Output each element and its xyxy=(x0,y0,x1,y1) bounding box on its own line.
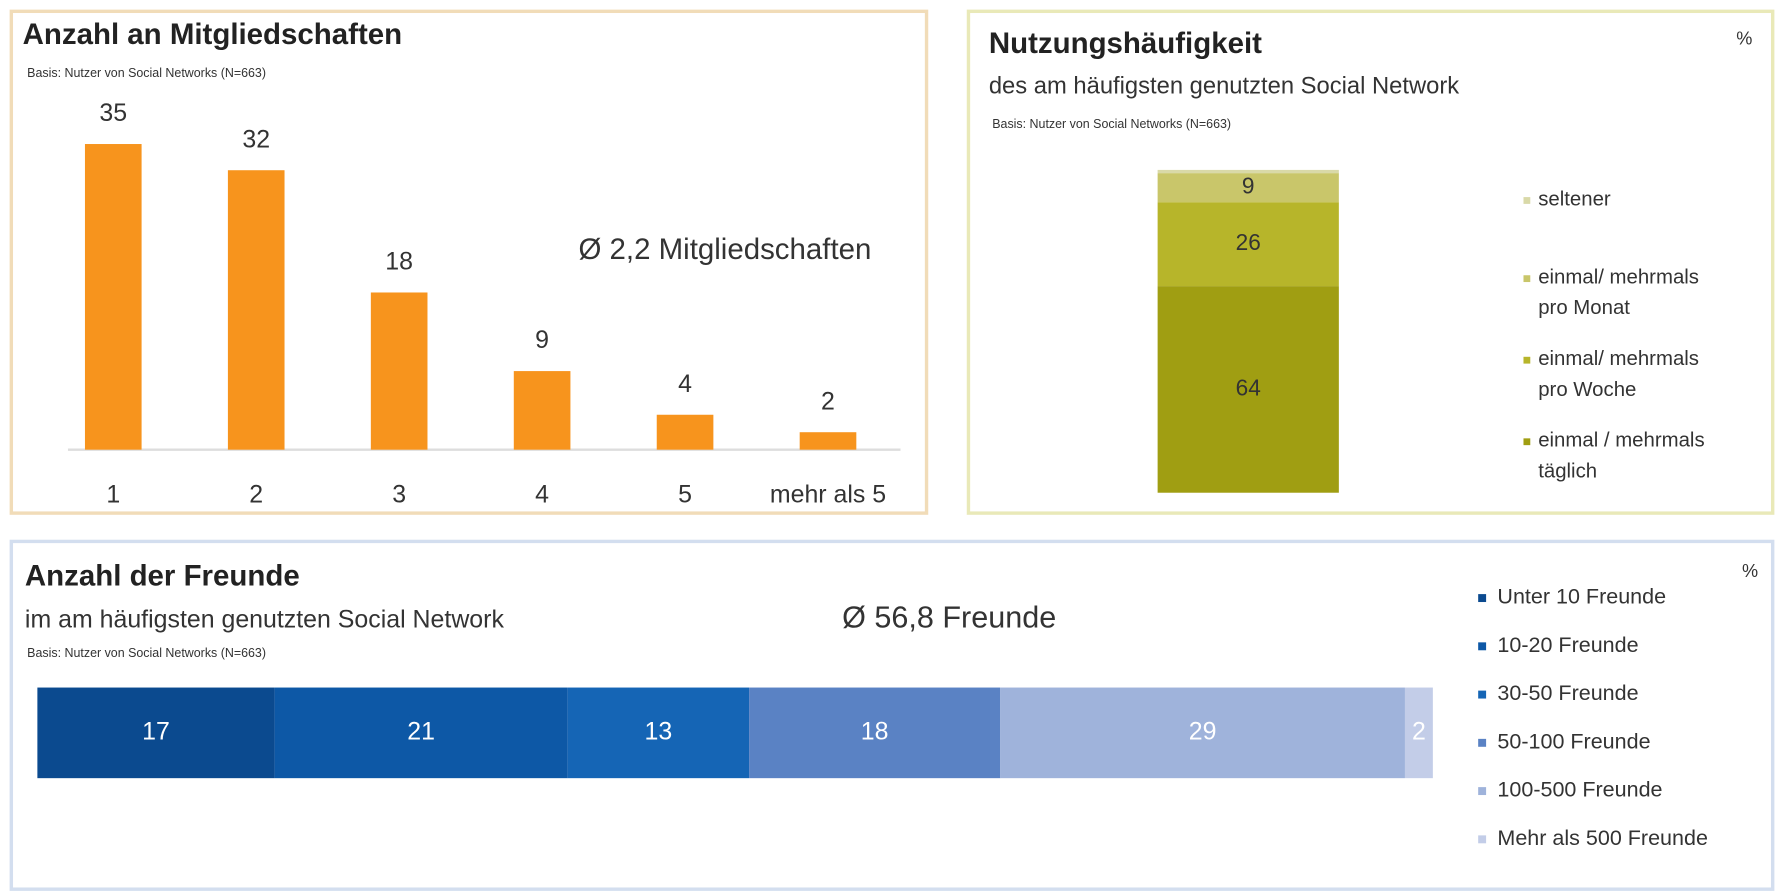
value-label: 35 xyxy=(99,99,127,127)
bar-segment xyxy=(274,687,568,779)
value-label: 17 xyxy=(142,717,170,745)
value-label: 21 xyxy=(407,717,435,745)
annotation: Ø 56,8 Freunde xyxy=(842,601,1056,635)
chart-subtitle: im am häufigsten genutzten Social Networ… xyxy=(25,605,505,633)
legend-marker xyxy=(1478,787,1487,796)
legend-marker xyxy=(1523,275,1531,283)
legend-marker xyxy=(1523,438,1531,446)
legend-label: Mehr als 500 Freunde xyxy=(1497,826,1708,850)
unit: % xyxy=(1742,561,1758,581)
bar-segment xyxy=(1157,286,1339,493)
value-label: 64 xyxy=(1236,374,1261,400)
chart-title: Anzahl der Freunde xyxy=(25,559,300,592)
legend-label: einmal / mehrmals täglich xyxy=(1538,430,1710,483)
bar xyxy=(656,414,714,450)
x-tick-label: mehr als 5 xyxy=(770,481,886,509)
legend-label: seltener xyxy=(1538,189,1611,211)
annotation: Ø 2,2 Mitgliedschaften xyxy=(578,233,871,266)
value-label: 13 xyxy=(645,717,673,745)
x-tick-label: 3 xyxy=(392,481,406,509)
value-label: 26 xyxy=(1236,229,1261,255)
value-label: 18 xyxy=(385,248,413,276)
chart-title: Anzahl an Mitgliedschaften xyxy=(23,18,402,51)
value-label: 29 xyxy=(1189,717,1217,745)
chart-subtitle: des am häufigsten genutzten Social Netwo… xyxy=(989,72,1459,99)
legend-marker xyxy=(1523,197,1531,204)
bar-segment xyxy=(1157,173,1339,203)
chart-subtitle: Basis: Nutzer von Social Networks (N=663… xyxy=(27,66,266,80)
canvas: Anzahl an Mitgliedschaften Basis: Nutzer … xyxy=(9,9,1775,891)
x-tick-label: 5 xyxy=(678,481,692,509)
chart-title: Nutzungshäufigkeit xyxy=(989,27,1262,60)
bar xyxy=(799,432,857,450)
legend-marker xyxy=(1478,738,1487,747)
bar-segment xyxy=(37,687,275,779)
value-label: 2 xyxy=(1412,717,1426,745)
legend-label: 100-500 Freunde xyxy=(1497,778,1662,802)
legend-label: einmal/ mehrmals pro Woche xyxy=(1538,349,1704,402)
legend-marker xyxy=(1523,356,1531,364)
bar xyxy=(84,144,142,450)
legend-label: 10-20 Freunde xyxy=(1497,633,1638,657)
x-tick-label: 1 xyxy=(106,481,120,509)
bar xyxy=(513,371,571,450)
x-tick-label: 4 xyxy=(535,481,549,509)
legend-label: Unter 10 Freunde xyxy=(1497,585,1666,609)
legend-label: einmal/ mehrmals pro Monat xyxy=(1538,267,1704,320)
bar-segment xyxy=(1157,202,1339,287)
legend-marker xyxy=(1478,690,1487,699)
legend-marker xyxy=(1478,835,1487,844)
value-label: 9 xyxy=(535,326,549,354)
bar-segment xyxy=(567,687,750,779)
legend-label: 30-50 Freunde xyxy=(1497,681,1638,705)
chart-note: Basis: Nutzer von Social Networks (N=663… xyxy=(992,117,1231,131)
bar-segment xyxy=(1404,687,1433,779)
bar xyxy=(370,292,428,450)
panel xyxy=(9,9,929,515)
panel xyxy=(966,9,1775,515)
legend-marker xyxy=(1478,594,1487,603)
bar xyxy=(227,170,285,450)
value-label: 18 xyxy=(861,717,889,745)
value-label: 4 xyxy=(678,370,692,398)
chart-note: Basis: Nutzer von Social Networks (N=663… xyxy=(27,646,266,660)
bar-segment xyxy=(1000,687,1405,779)
bar-segment xyxy=(1157,169,1339,174)
value-label: 2 xyxy=(821,387,835,415)
unit: % xyxy=(1736,28,1752,48)
bar-segment xyxy=(749,687,1001,779)
value-label: 9 xyxy=(1242,173,1255,199)
legend-marker xyxy=(1478,642,1487,651)
legend-label: 50-100 Freunde xyxy=(1497,730,1650,754)
x-tick-label: 2 xyxy=(249,481,263,509)
value-label: 32 xyxy=(242,125,270,153)
